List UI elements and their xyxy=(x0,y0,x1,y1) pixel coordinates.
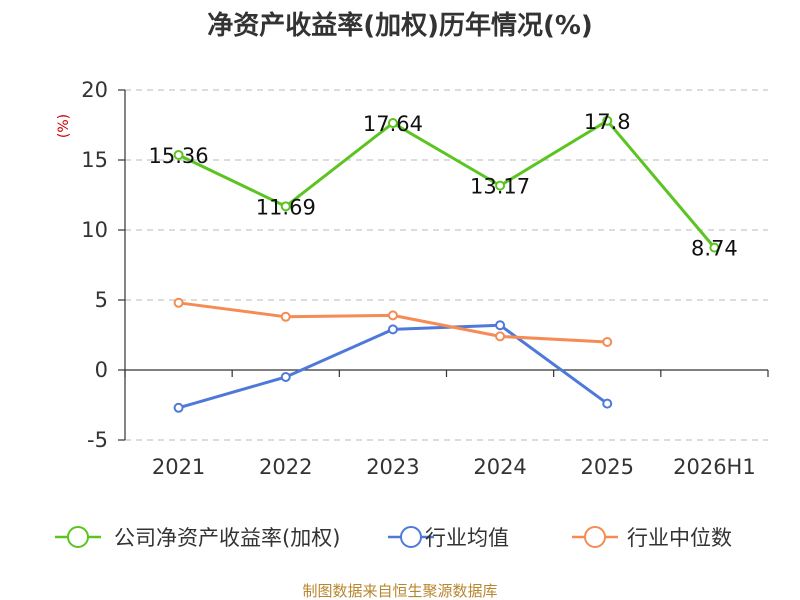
data-labels: 15.36 11.69 17.64 13.17 17.8 8.74 xyxy=(149,110,738,261)
legend: 公司净资产收益率(加权) 行业均值 行业中位数 xyxy=(55,526,732,550)
data-point xyxy=(280,311,291,322)
data-point xyxy=(387,118,398,129)
axes: 20 15 10 5 0 -5 2021 2022 2023 2024 2025 2026H1 xyxy=(81,78,769,479)
y-tick-label: 20 xyxy=(81,78,108,102)
y-tick-label: 15 xyxy=(81,148,108,172)
data-point xyxy=(173,402,184,413)
y-tick-label: 10 xyxy=(81,218,108,242)
legend-item: 行业中位数 xyxy=(572,526,732,550)
y-axis-label: (%) xyxy=(56,114,72,138)
legend-marker xyxy=(400,526,422,548)
data-label: 8.74 xyxy=(691,237,738,261)
data-point xyxy=(280,201,291,212)
legend-label: 公司净资产收益率(加权) xyxy=(114,526,340,550)
data-label: 17.64 xyxy=(363,112,423,136)
legend-item: 公司净资产收益率(加权) xyxy=(55,526,340,550)
x-tick-label: 2026H1 xyxy=(673,455,756,479)
chart-title: 净资产收益率(加权)历年情况(%) xyxy=(207,10,593,41)
x-tick-label: 2024 xyxy=(473,455,526,479)
data-point xyxy=(602,398,613,409)
x-tick-label: 2021 xyxy=(152,455,205,479)
x-tick-label: 2023 xyxy=(366,455,419,479)
data-point xyxy=(495,180,506,191)
data-point xyxy=(709,242,720,253)
y-tick-label: 0 xyxy=(95,358,108,382)
data-point xyxy=(495,331,506,342)
data-point xyxy=(280,372,291,382)
data-point xyxy=(602,115,613,126)
series xyxy=(173,115,720,413)
data-label: 15.36 xyxy=(149,144,209,168)
x-tick-label: 2025 xyxy=(581,455,634,479)
data-label: 13.17 xyxy=(470,175,530,199)
x-tick-label: 2022 xyxy=(259,455,312,479)
data-label: 11.69 xyxy=(256,195,316,219)
legend-label: 行业中位数 xyxy=(627,526,732,550)
legend-item: 行业均值 xyxy=(388,526,509,550)
legend-label: 行业均值 xyxy=(425,526,509,550)
legend-marker xyxy=(584,526,606,548)
grid xyxy=(125,89,768,441)
data-point xyxy=(602,337,613,347)
data-point xyxy=(173,297,184,308)
series-line xyxy=(178,301,608,344)
data-point xyxy=(387,324,398,335)
data-point xyxy=(495,320,506,331)
data-point xyxy=(387,310,398,321)
data-label: 17.8 xyxy=(584,110,631,134)
legend-marker xyxy=(67,526,89,548)
y-tick-label: -5 xyxy=(87,428,108,452)
series-line xyxy=(177,119,716,249)
data-point xyxy=(173,149,184,160)
y-tick-label: 5 xyxy=(95,288,108,312)
source-note: 制图数据来自恒生聚源数据库 xyxy=(302,582,497,600)
